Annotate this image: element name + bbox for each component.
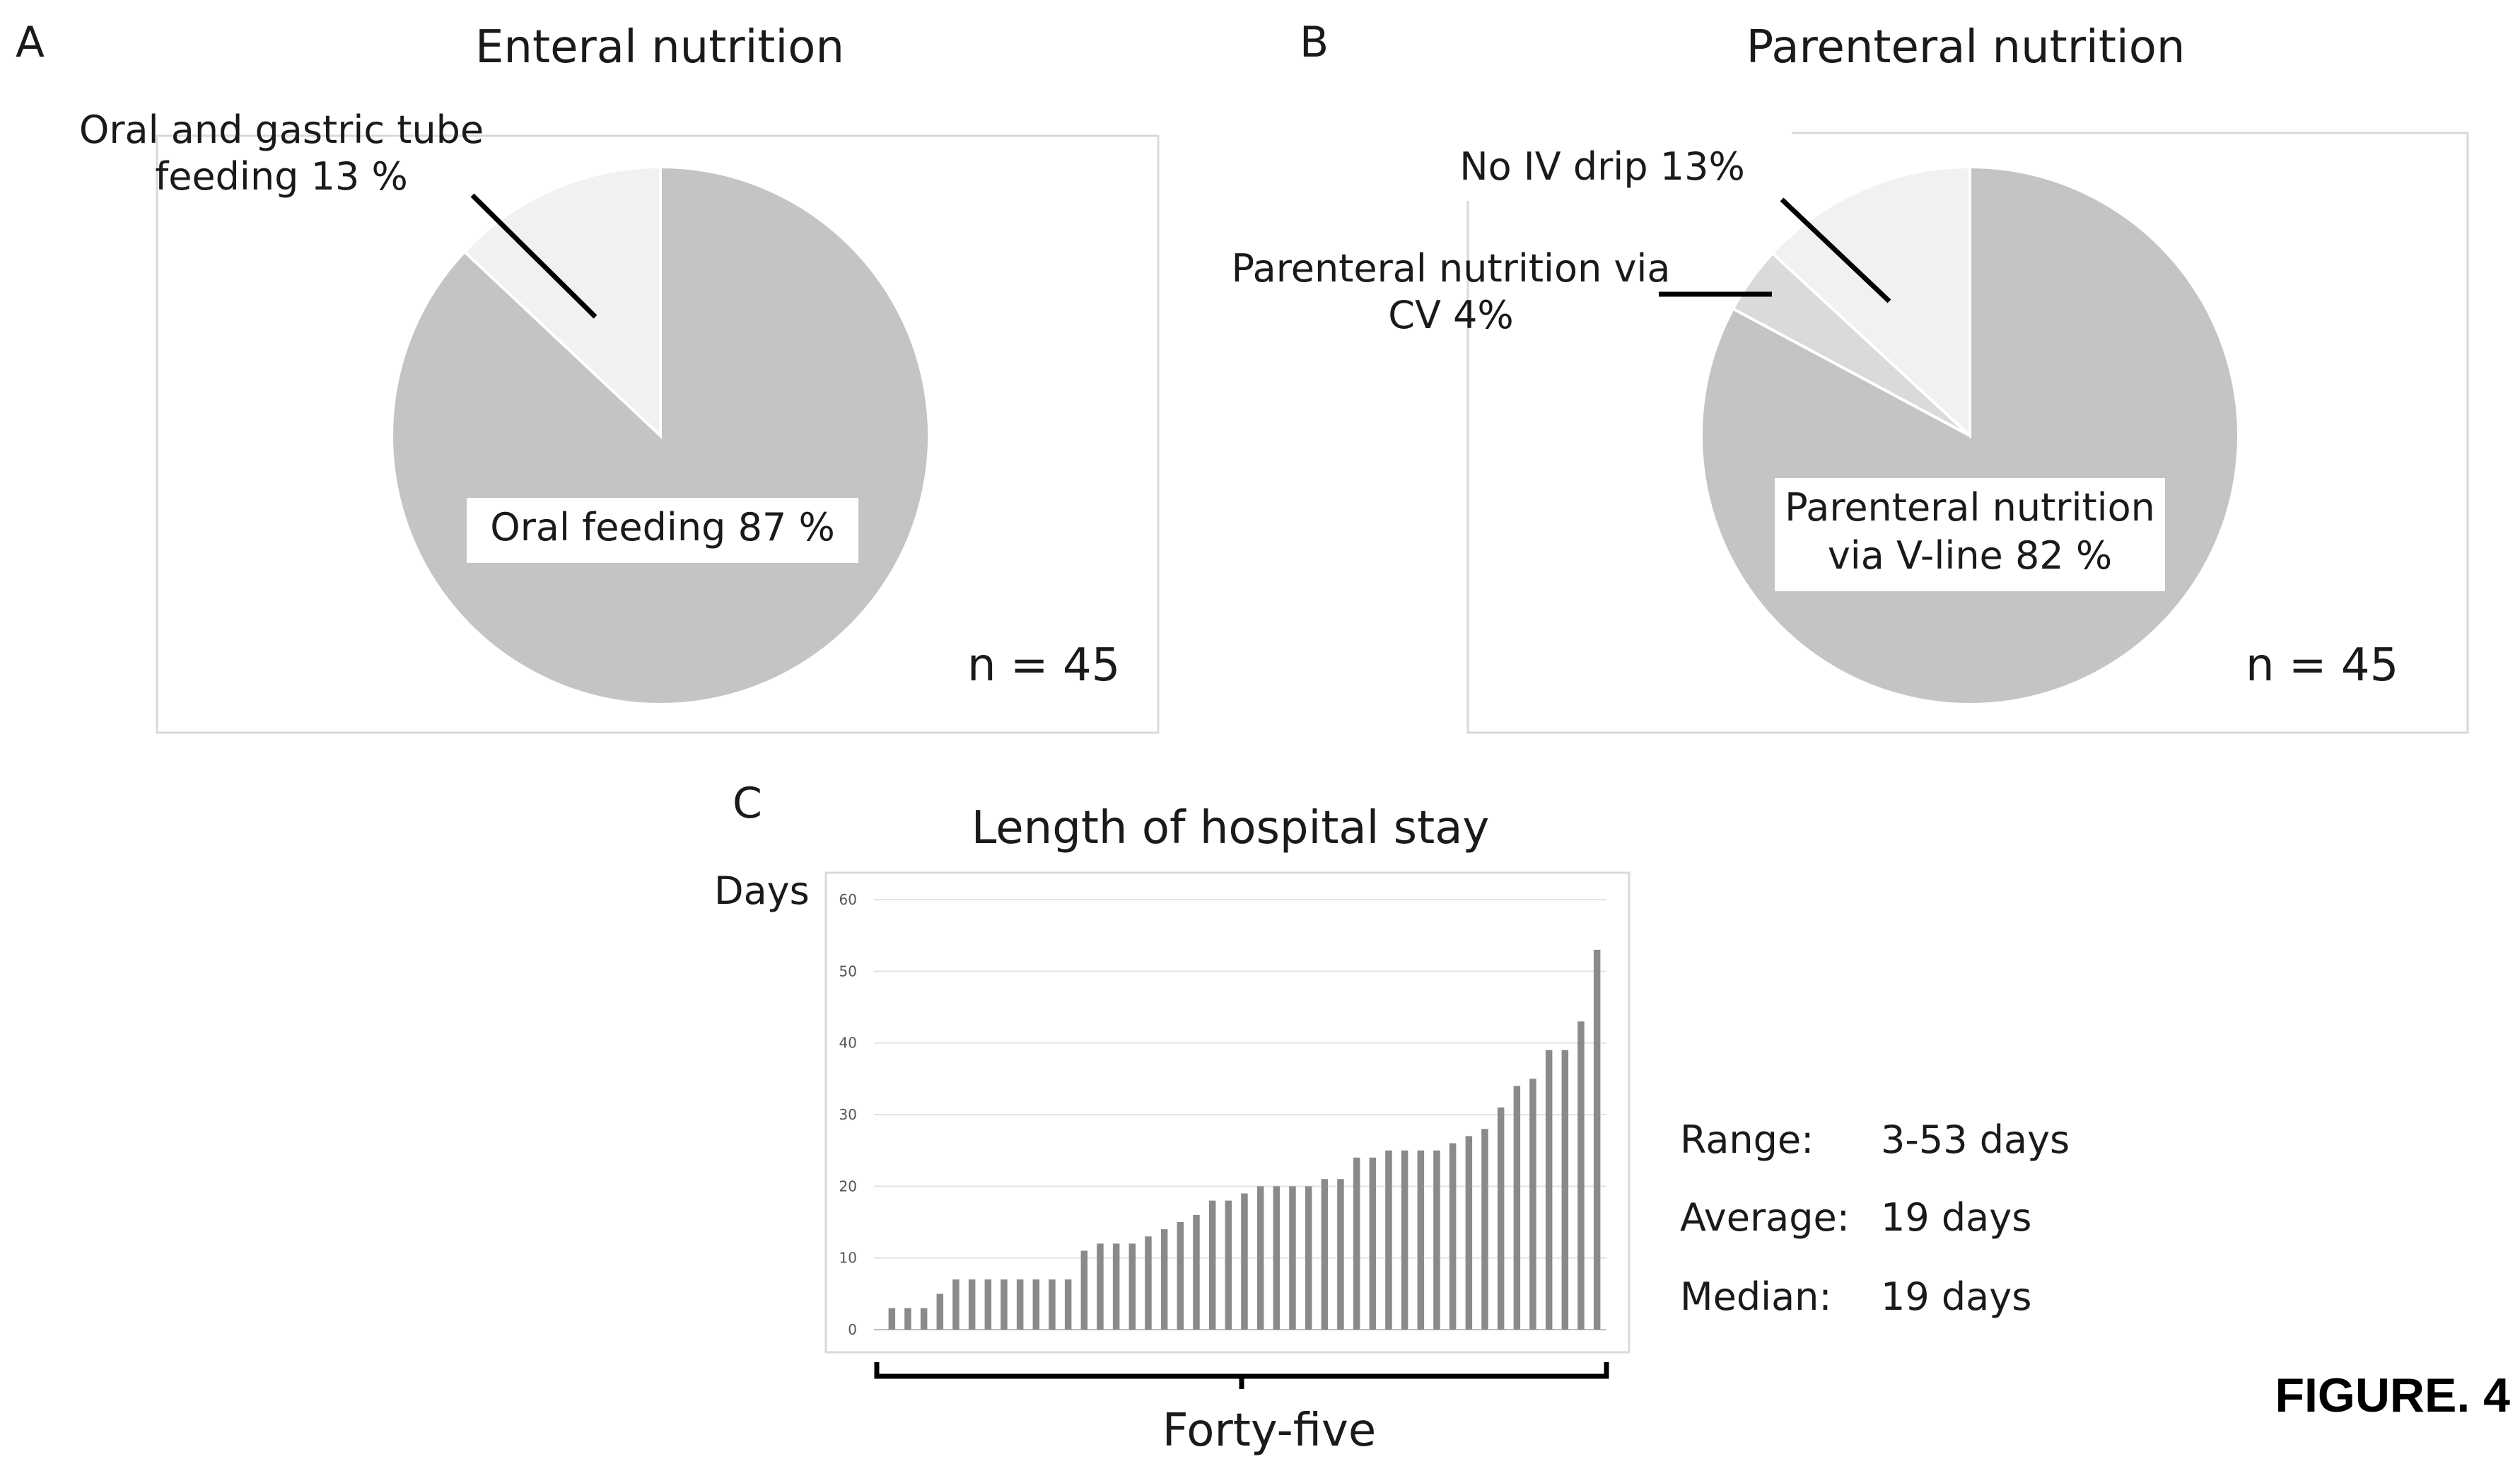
bar — [1353, 1157, 1360, 1330]
bar — [1049, 1279, 1056, 1330]
bar — [1032, 1279, 1040, 1330]
bar — [1321, 1179, 1329, 1330]
bar — [1305, 1186, 1312, 1330]
x-axis-label: Forty-five — [1162, 1405, 1377, 1457]
bar — [1128, 1243, 1136, 1330]
pie-chart-parenteral — [1700, 165, 2240, 706]
leader-line-no-iv — [1780, 197, 1891, 303]
bar — [1016, 1279, 1024, 1330]
bar — [1561, 1050, 1569, 1330]
panel-a-n-label: n = 45 — [967, 639, 1120, 692]
bar — [1433, 1150, 1440, 1330]
panel-c-title: Length of hospital stay — [972, 802, 1490, 854]
bar — [1369, 1157, 1377, 1330]
stat-median-value: 19 days — [1881, 1274, 2031, 1319]
panel-a: A Enteral nutrition Oral and gastric tub… — [16, 18, 1160, 734]
bar — [904, 1308, 911, 1330]
bar-chart-frame — [824, 871, 1631, 1354]
bar — [920, 1308, 928, 1330]
label-box-v-line — [1775, 478, 2165, 591]
label-box-oral-feeding — [467, 498, 858, 563]
bar — [1145, 1236, 1152, 1330]
y-tick-labels: 0 10 20 30 40 50 60 — [839, 891, 857, 1338]
bar — [1385, 1150, 1392, 1330]
label-v-line-line1: Parenteral nutrition — [1785, 485, 2155, 530]
bar — [1529, 1079, 1536, 1330]
y-tick-label: 30 — [839, 1106, 857, 1123]
label-no-iv-drip: No IV drip 13% — [1459, 144, 1745, 189]
bar — [1241, 1193, 1248, 1330]
bar — [1225, 1200, 1232, 1330]
bar — [1481, 1129, 1488, 1330]
panel-a-letter: A — [16, 18, 45, 67]
bar — [952, 1279, 959, 1330]
bar — [1160, 1229, 1168, 1330]
y-tick-label: 0 — [848, 1321, 857, 1338]
bar — [1465, 1136, 1473, 1330]
bars — [888, 949, 1601, 1330]
bar — [1337, 1179, 1344, 1330]
bar — [1208, 1200, 1216, 1330]
bar — [1064, 1279, 1072, 1330]
figure-label: FIGURE. 4 — [2275, 1369, 2511, 1422]
label-box-no-iv — [1428, 130, 1792, 201]
y-tick-label: 60 — [839, 891, 857, 908]
label-cv-line1: Parenteral nutrition via — [1231, 246, 1670, 291]
bar — [1097, 1243, 1104, 1330]
label-oral-feeding: Oral feeding 87 % — [490, 505, 835, 550]
bar — [1449, 1143, 1457, 1330]
y-tick-label: 20 — [839, 1178, 857, 1195]
bar — [1497, 1107, 1505, 1330]
bar — [1001, 1279, 1008, 1330]
stat-average-value: 19 days — [1881, 1195, 2031, 1240]
panel-b-title: Parenteral nutrition — [1746, 21, 2186, 74]
leader-line-oral-gastric — [470, 193, 597, 319]
bar — [1593, 949, 1601, 1330]
panel-b-n-label: n = 45 — [2246, 639, 2398, 692]
bar — [1256, 1186, 1264, 1330]
x-bracket — [874, 1362, 1609, 1389]
bar — [1289, 1186, 1296, 1330]
bar — [1577, 1021, 1585, 1330]
stat-median-label: Median: — [1680, 1274, 1832, 1319]
y-tick-label: 10 — [839, 1250, 857, 1267]
bar — [1112, 1243, 1120, 1330]
y-axis-label: Days — [714, 868, 810, 913]
stat-average-label: Average: — [1680, 1195, 1850, 1240]
bar — [936, 1294, 944, 1330]
bar — [1177, 1222, 1184, 1330]
panel-b-letter: B — [1300, 18, 1329, 67]
panel-c-letter: C — [733, 779, 762, 828]
bar — [1080, 1250, 1088, 1330]
bar — [1513, 1086, 1521, 1330]
label-v-line-line2: via V-line 82 % — [1828, 533, 2112, 578]
stat-range-value: 3-53 days — [1881, 1117, 2070, 1162]
label-oral-gastric-line2: feeding 13 % — [155, 154, 408, 199]
bar — [968, 1279, 976, 1330]
bar — [1417, 1150, 1425, 1330]
panel-a-title: Enteral nutrition — [475, 21, 844, 74]
panel-c: C Length of hospital stay Days 0 10 20 30 40… — [714, 779, 2070, 1457]
bar — [1193, 1214, 1200, 1330]
panel-b-frame — [1466, 132, 2469, 734]
panel-b: B Parenteral nutrition No IV drip 13% Pa… — [1231, 18, 2469, 734]
gridlines — [874, 899, 1606, 1330]
stat-range-label: Range: — [1680, 1117, 1814, 1162]
pie-chart-enteral — [390, 165, 931, 706]
bar — [984, 1279, 992, 1330]
panel-a-frame — [156, 134, 1160, 734]
label-cv-line2: CV 4% — [1388, 293, 1513, 337]
bar — [888, 1308, 896, 1330]
y-tick-label: 50 — [839, 963, 857, 980]
bar — [1545, 1050, 1553, 1330]
bar — [1273, 1186, 1281, 1330]
bar — [1401, 1150, 1408, 1330]
label-oral-gastric-line1: Oral and gastric tube — [79, 107, 484, 152]
y-tick-label: 40 — [839, 1035, 857, 1052]
